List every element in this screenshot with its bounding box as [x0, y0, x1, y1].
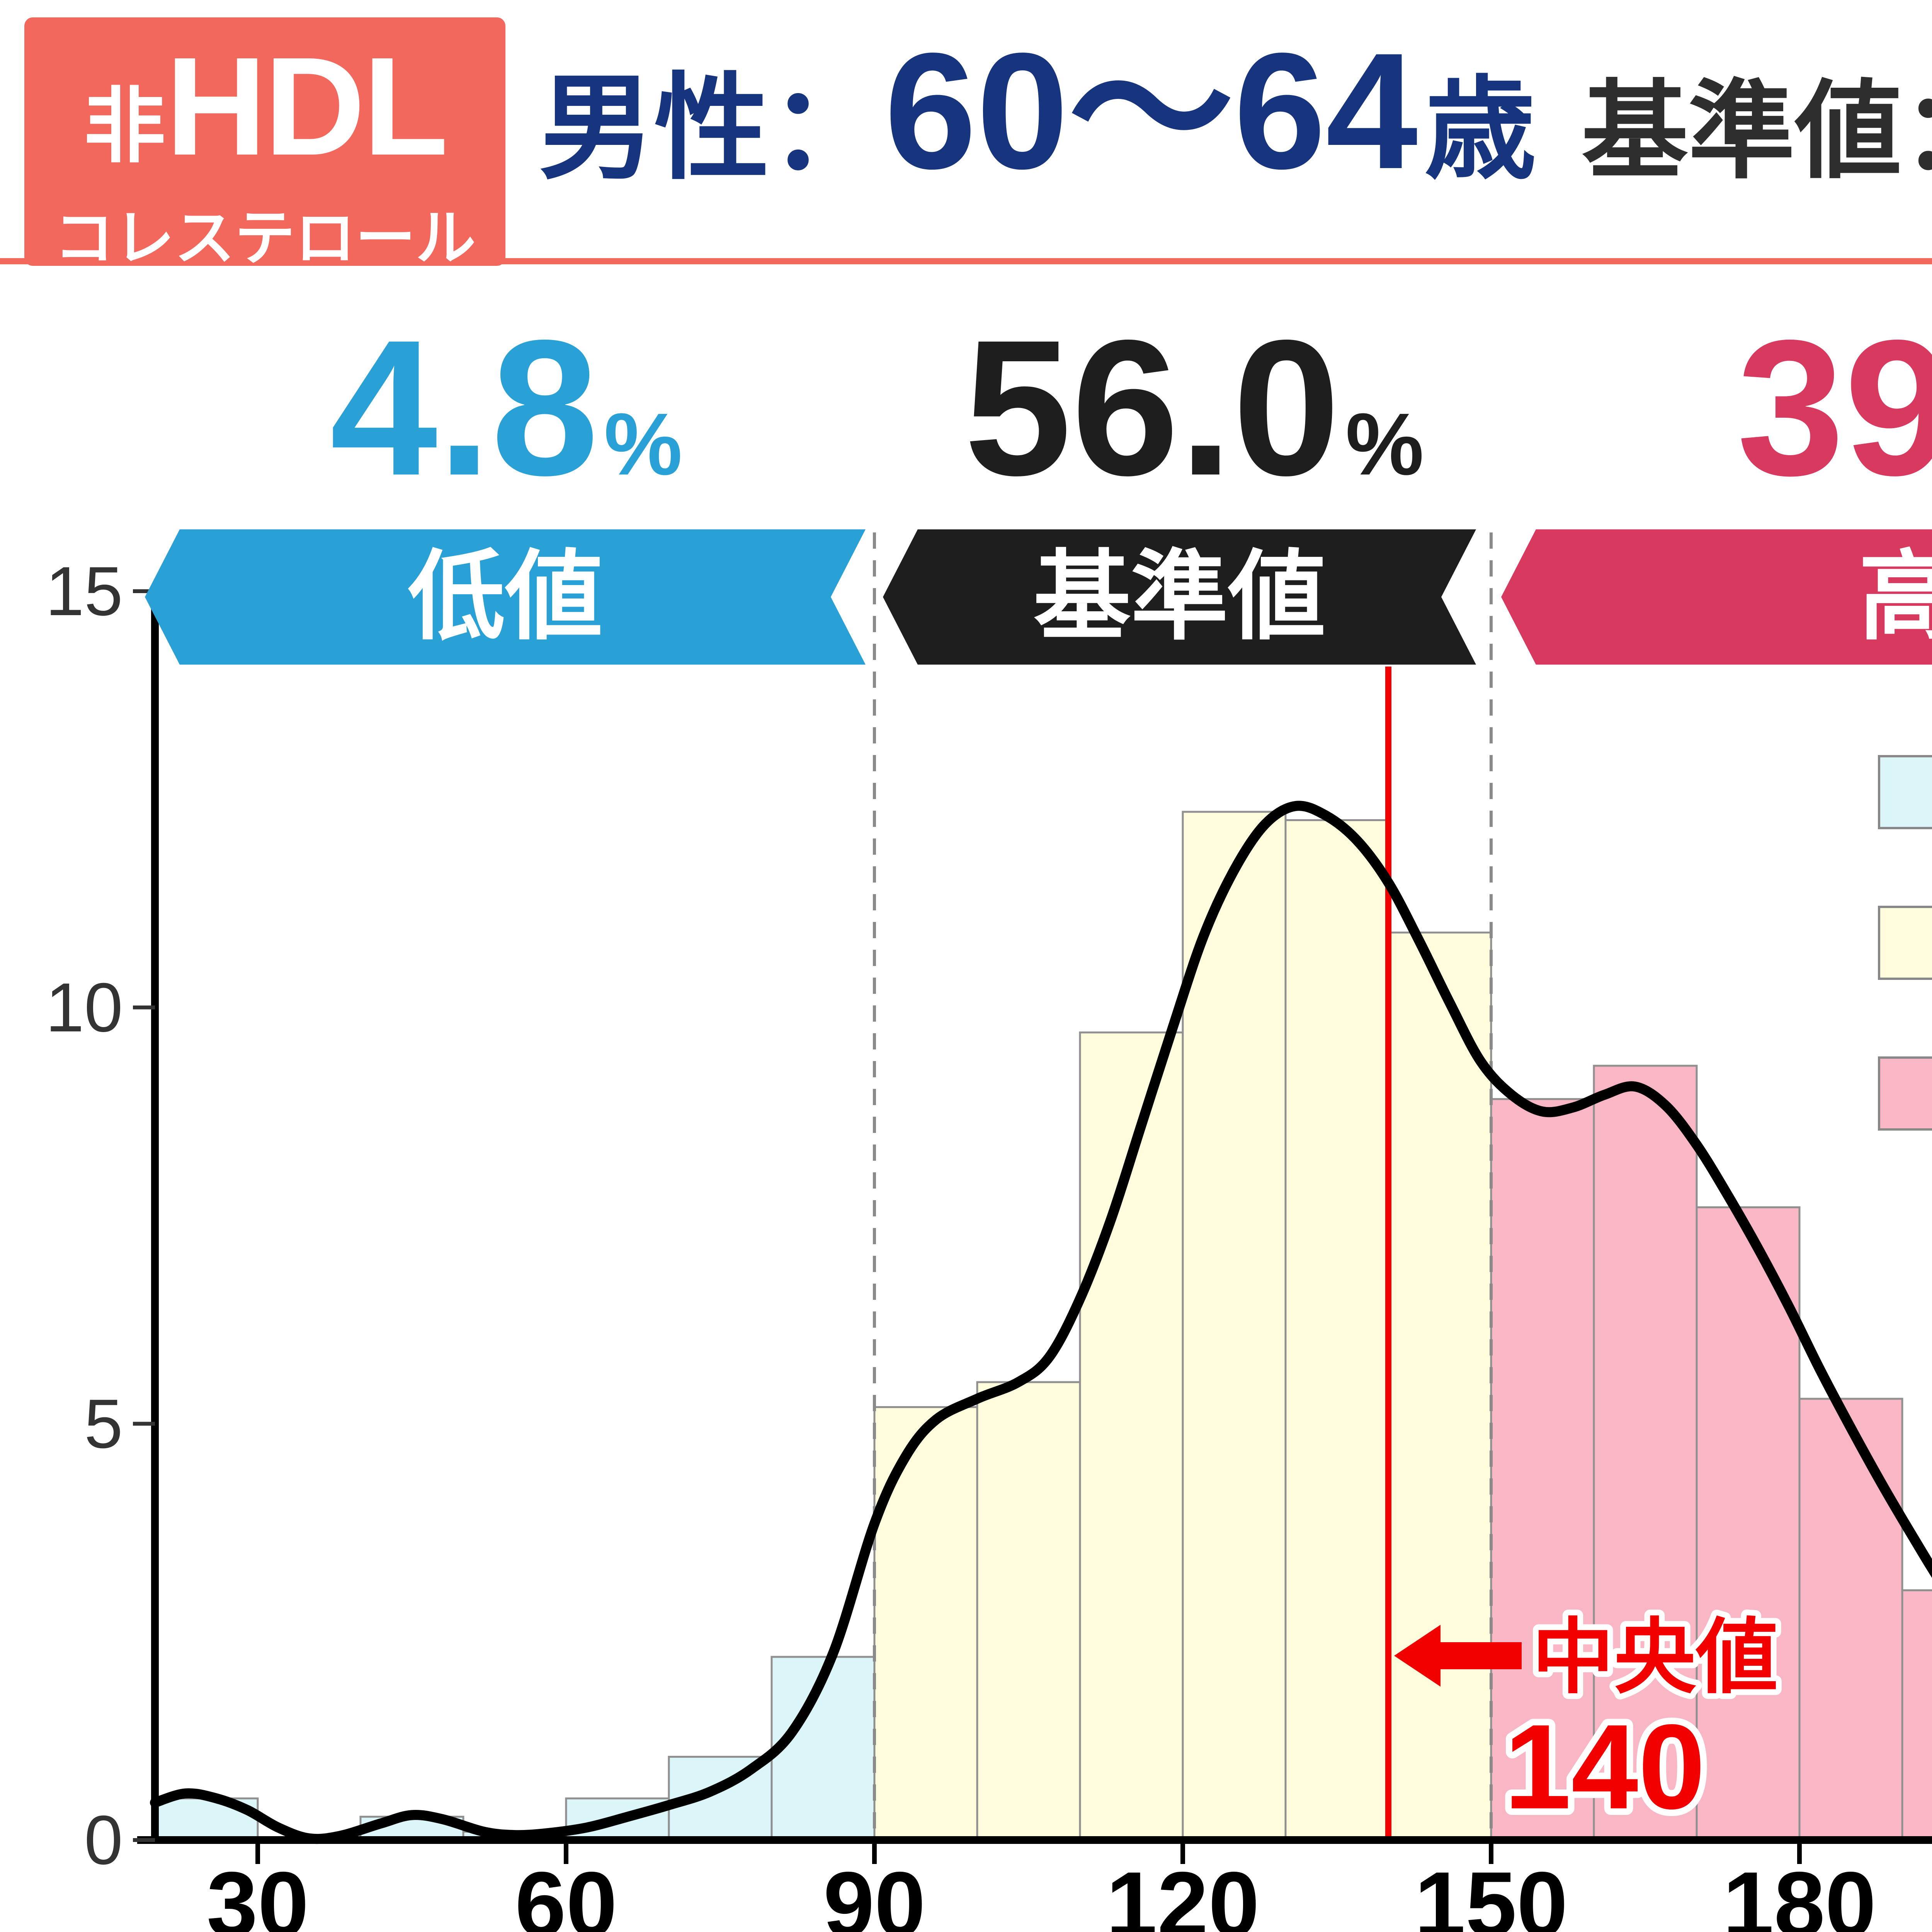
x-tick-label: 180 — [1723, 1853, 1876, 1932]
x-tick-label: 60 — [515, 1853, 617, 1932]
band-low-label: 低値 — [408, 543, 603, 651]
histogram-bar — [976, 1381, 1081, 1841]
percent-sign: % — [1345, 395, 1424, 493]
low-percent: 4.8 % — [330, 299, 682, 515]
high-percent: 39.2 % — [1737, 299, 1932, 515]
legend-swatch — [1878, 1056, 1932, 1131]
median-label: 中央値 — [1532, 1611, 1778, 1703]
badge-line2: コレステロール — [54, 204, 476, 272]
median-value: 140 — [1504, 1700, 1706, 1834]
y-tick-label: 0 — [84, 1801, 123, 1879]
histogram-bar — [1696, 1206, 1801, 1841]
legend: 低値 基準値 高値 — [1878, 746, 1932, 1198]
metric-badge: 非 HDL コレステロール — [24, 17, 505, 272]
band-normal: 基準値 — [883, 529, 1476, 665]
legend-swatch — [1878, 755, 1932, 829]
histogram-bar — [1387, 931, 1492, 1841]
age-range: 60〜64 — [884, 19, 1418, 203]
legend-item: 高値 — [1878, 1047, 1932, 1140]
band-low: 低値 — [145, 529, 866, 665]
histogram-bar — [1798, 1398, 1903, 1841]
normal-percent: 56.0 % — [964, 299, 1424, 515]
x-tick-label: 90 — [823, 1853, 926, 1932]
percent-sign: % — [604, 395, 682, 493]
reference-label: 基準値： — [1582, 72, 1932, 191]
percent-value: 39.2 — [1737, 299, 1932, 515]
median-arrow-icon — [1394, 1625, 1522, 1687]
histogram-bar — [1284, 819, 1389, 1841]
gender-label: 男性： — [539, 64, 884, 193]
badge-main: HDL — [165, 28, 449, 184]
percent-value: 4.8 — [330, 299, 599, 515]
legend-item: 基準値 — [1878, 896, 1932, 989]
percent-value: 56.0 — [964, 299, 1340, 515]
badge-prefix: 非 — [83, 80, 166, 172]
histogram-bar — [1490, 1098, 1595, 1841]
histogram-bar — [873, 1406, 978, 1841]
histogram-bar — [1901, 1589, 1932, 1841]
x-tick-label: 120 — [1106, 1853, 1259, 1932]
age-suffix: 歳 — [1425, 68, 1536, 192]
legend-item: 低値 — [1878, 746, 1932, 838]
x-tick-label: 30 — [207, 1853, 309, 1932]
histogram-bar — [1182, 811, 1287, 1841]
density-curve — [150, 801, 1932, 1844]
band-normal-label: 基準値 — [1033, 543, 1326, 651]
badge-line1: 非 HDL — [24, 28, 505, 184]
band-high: 高値 — [1501, 529, 1932, 665]
x-tick-label: 150 — [1414, 1853, 1568, 1932]
y-tick-label: 5 — [84, 1385, 123, 1463]
legend-swatch — [1878, 906, 1932, 980]
band-high-label: 高値 — [1859, 543, 1932, 651]
y-tick-label: 10 — [46, 969, 123, 1046]
page-title: 男性： 60〜64 歳 基準値： 90~149 mg/dL — [539, 19, 1932, 203]
y-tick-label: 15 — [46, 553, 123, 630]
histogram-bar — [1593, 1065, 1698, 1841]
